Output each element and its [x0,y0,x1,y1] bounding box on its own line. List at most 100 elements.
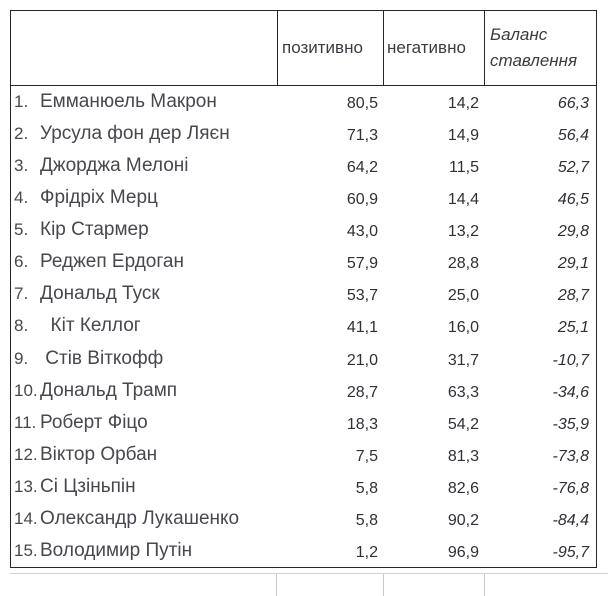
column-header-name [11,11,277,85]
row-number: 8. [14,316,29,336]
table-row: 3. Джорджа Мелоні 64,2 11,5 52,7 [11,150,596,182]
politician-name: Роберт Фіцо [40,411,148,433]
positive-value: 21,0 [346,351,378,369]
politician-name: Віктор Орбан [40,443,158,465]
row-number: 11. [14,412,37,432]
politician-cell: 11. Роберт Фіцо [11,412,277,434]
negative-value: 14,9 [447,127,479,145]
spreadsheet-gridline-vertical [484,573,485,596]
balance-value: -34,6 [552,383,589,401]
balance-value: -35,9 [552,415,589,433]
balance-value: 52,7 [557,159,589,177]
politician-name: Кіт Келлог [40,315,141,337]
politician-cell: 9. Стів Віткофф [11,348,277,370]
positive-value: 43,0 [346,223,378,241]
politician-name: Джорджа Мелоні [40,155,189,177]
balance-value: 46,5 [557,191,589,209]
row-number: 10. [14,380,38,400]
row-number: 4. [14,188,29,208]
ratings-table: позитивно негативно Баланс ставлення 1. Е… [10,10,597,568]
table-row: 4. Фрідріх Мерц 60,9 14,4 46,5 [11,182,596,214]
negative-value: 96,9 [447,543,479,561]
column-header-positive: позитивно [277,11,383,85]
row-number: 6. [14,252,29,272]
politician-cell: 6. Реджеп Ердоган [11,251,277,273]
politician-name: Фрідріх Мерц [40,187,158,209]
positive-value: 64,2 [346,159,378,177]
column-header-balance: Баланс ставлення [484,11,596,85]
row-number: 5. [14,220,29,240]
row-number: 15. [14,540,38,560]
positive-value: 5,8 [355,511,378,529]
politician-cell: 14. Олександр Лукашенко [11,508,277,530]
table-row: 12. Віктор Орбан 7,5 81,3 -73,8 [11,439,596,471]
politician-cell: 13. Сі Цзіньпін [11,476,277,498]
table-header-row: позитивно негативно Баланс ставлення [11,11,596,86]
table-row: 7. Дональд Туск 53,7 25,0 28,7 [11,278,596,310]
row-number: 3. [14,156,29,176]
table-row: 5. Кір Стармер 43,0 13,2 29,8 [11,214,596,246]
politician-cell: 2. Урсула фон дер Ляєн [11,123,277,145]
table-row: 15. Володимир Путін 1,2 96,9 -95,7 [11,535,596,567]
politician-name: Володимир Путін [40,539,193,561]
table-row: 14. Олександр Лукашенко 5,8 90,2 -84,4 [11,503,596,535]
row-number: 9. [14,348,29,368]
table-row: 10. Дональд Трамп 28,7 63,3 -34,6 [11,375,596,407]
balance-value: 25,1 [557,319,589,337]
negative-value: 16,0 [447,319,479,337]
table-row: 2. Урсула фон дер Ляєн 71,3 14,9 56,4 [11,118,596,150]
positive-value: 57,9 [346,255,378,273]
balance-value: -76,8 [552,479,589,497]
balance-value: -73,8 [552,447,589,465]
table-row: 9. Стів Віткофф 21,0 31,7 -10,7 [11,343,596,375]
balance-value: 66,3 [557,95,589,113]
politician-cell: 8. Кіт Келлог [11,315,277,337]
negative-value: 81,3 [447,447,479,465]
politician-name: Емманюель Макрон [40,91,217,113]
table-row: 13. Сі Цзіньпін 5,8 82,6 -76,8 [11,471,596,503]
politician-cell: 4. Фрідріх Мерц [11,187,277,209]
positive-value: 53,7 [346,287,378,305]
row-number: 14. [14,508,38,528]
negative-value: 14,4 [447,191,479,209]
politician-name: Реджеп Ердоган [40,251,184,273]
positive-value: 28,7 [346,383,378,401]
negative-value: 63,3 [447,383,479,401]
politician-name: Олександр Лукашенко [40,507,240,529]
politician-name: Кір Стармер [40,219,149,241]
column-header-negative: негативно [383,11,484,85]
row-number: 12. [14,444,38,464]
spreadsheet-gridline-vertical [383,573,384,596]
politician-cell: 15. Володимир Путін [11,540,277,562]
positive-value: 5,8 [355,479,378,497]
politician-cell: 3. Джорджа Мелоні [11,155,277,177]
positive-value: 18,3 [346,415,378,433]
politician-cell: 1. Емманюель Макрон [11,91,277,113]
negative-value: 90,2 [447,511,479,529]
politician-name: Сі Цзіньпін [40,475,136,497]
positive-value: 60,9 [346,191,378,209]
politician-name: Дональд Туск [40,283,160,305]
positive-value: 7,5 [355,447,378,465]
negative-value: 28,8 [447,255,479,273]
positive-value: 1,2 [355,543,378,561]
negative-value: 11,5 [449,159,479,177]
row-number: 7. [14,284,29,304]
table-row: 1. Емманюель Макрон 80,5 14,2 66,3 [11,86,596,118]
table-row: 11. Роберт Фіцо 18,3 54,2 -35,9 [11,407,596,439]
negative-value: 31,7 [447,351,479,369]
balance-value: 29,1 [557,255,589,273]
row-number: 13. [14,476,38,496]
politician-cell: 10. Дональд Трамп [11,380,277,402]
negative-value: 14,2 [447,95,479,113]
politician-cell: 12. Віктор Орбан [11,444,277,466]
table-row: 6. Реджеп Ердоган 57,9 28,8 29,1 [11,246,596,278]
table-row: 8. Кіт Келлог 41,1 16,0 25,1 [11,310,596,342]
balance-value: 56,4 [557,127,589,145]
spreadsheet-gridline-vertical [276,573,277,596]
negative-value: 25,0 [447,287,479,305]
row-number: 2. [14,124,29,144]
table-body: 1. Емманюель Макрон 80,5 14,2 66,3 2. Урсу… [11,86,596,567]
balance-value: -95,7 [552,543,589,561]
positive-value: 41,1 [346,319,378,337]
